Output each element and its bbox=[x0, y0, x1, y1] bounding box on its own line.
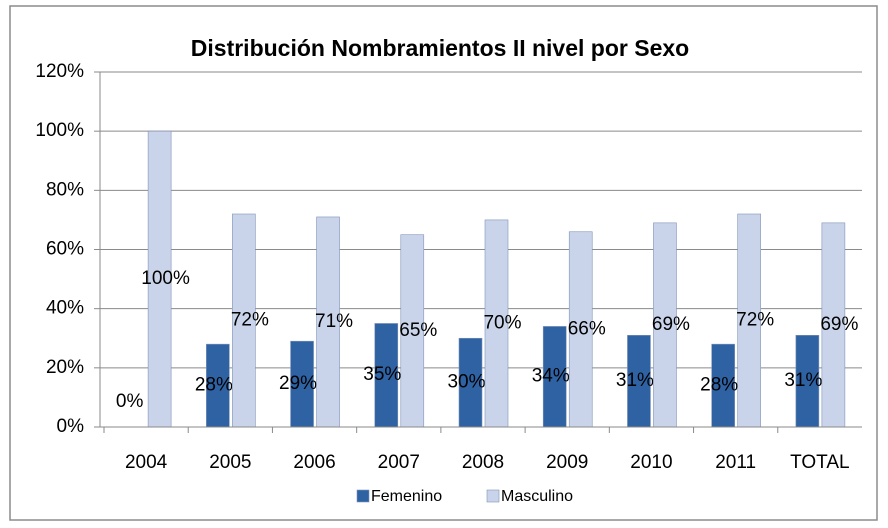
x-tick-label: TOTAL bbox=[790, 452, 849, 473]
y-tick-label: 80% bbox=[46, 179, 84, 200]
x-tick-label: 2009 bbox=[546, 452, 588, 473]
y-tick-label: 60% bbox=[46, 239, 84, 260]
data-label: 0% bbox=[116, 391, 144, 412]
data-label: 66% bbox=[568, 318, 606, 339]
x-tick-label: 2004 bbox=[125, 452, 168, 473]
data-label: 69% bbox=[820, 314, 858, 335]
legend-swatch bbox=[356, 489, 370, 503]
x-tick-label: 2006 bbox=[293, 452, 335, 473]
data-label: 29% bbox=[279, 373, 317, 394]
data-label: 34% bbox=[532, 366, 570, 387]
data-label: 28% bbox=[195, 375, 233, 396]
data-label: 70% bbox=[483, 312, 521, 333]
data-label: 100% bbox=[141, 268, 190, 289]
data-label: 28% bbox=[700, 375, 738, 396]
legend-label: Masculino bbox=[501, 488, 573, 505]
data-label: 31% bbox=[616, 370, 654, 391]
x-tick-label: 2011 bbox=[715, 452, 756, 473]
chart-title: Distribución Nombramientos II nivel por … bbox=[191, 35, 689, 61]
data-label: 71% bbox=[315, 311, 353, 332]
data-label: 72% bbox=[231, 310, 269, 331]
data-label: 69% bbox=[652, 314, 690, 335]
y-tick-label: 100% bbox=[35, 120, 84, 141]
data-label: 30% bbox=[447, 372, 485, 393]
data-label: 35% bbox=[363, 364, 401, 385]
y-tick-label: 0% bbox=[57, 416, 85, 437]
y-tick-label: 40% bbox=[46, 298, 84, 319]
data-label: 65% bbox=[399, 320, 437, 341]
y-tick-label: 120% bbox=[35, 61, 84, 82]
legend-label: Femenino bbox=[371, 488, 442, 505]
x-tick-label: 2007 bbox=[378, 452, 420, 473]
y-tick-label: 20% bbox=[46, 357, 84, 378]
x-tick-label: 2010 bbox=[630, 452, 672, 473]
data-label: 72% bbox=[736, 310, 774, 331]
legend-swatch bbox=[486, 489, 500, 503]
x-tick-label: 2008 bbox=[462, 452, 504, 473]
data-label: 31% bbox=[784, 370, 822, 391]
x-tick-label: 2005 bbox=[209, 452, 251, 473]
